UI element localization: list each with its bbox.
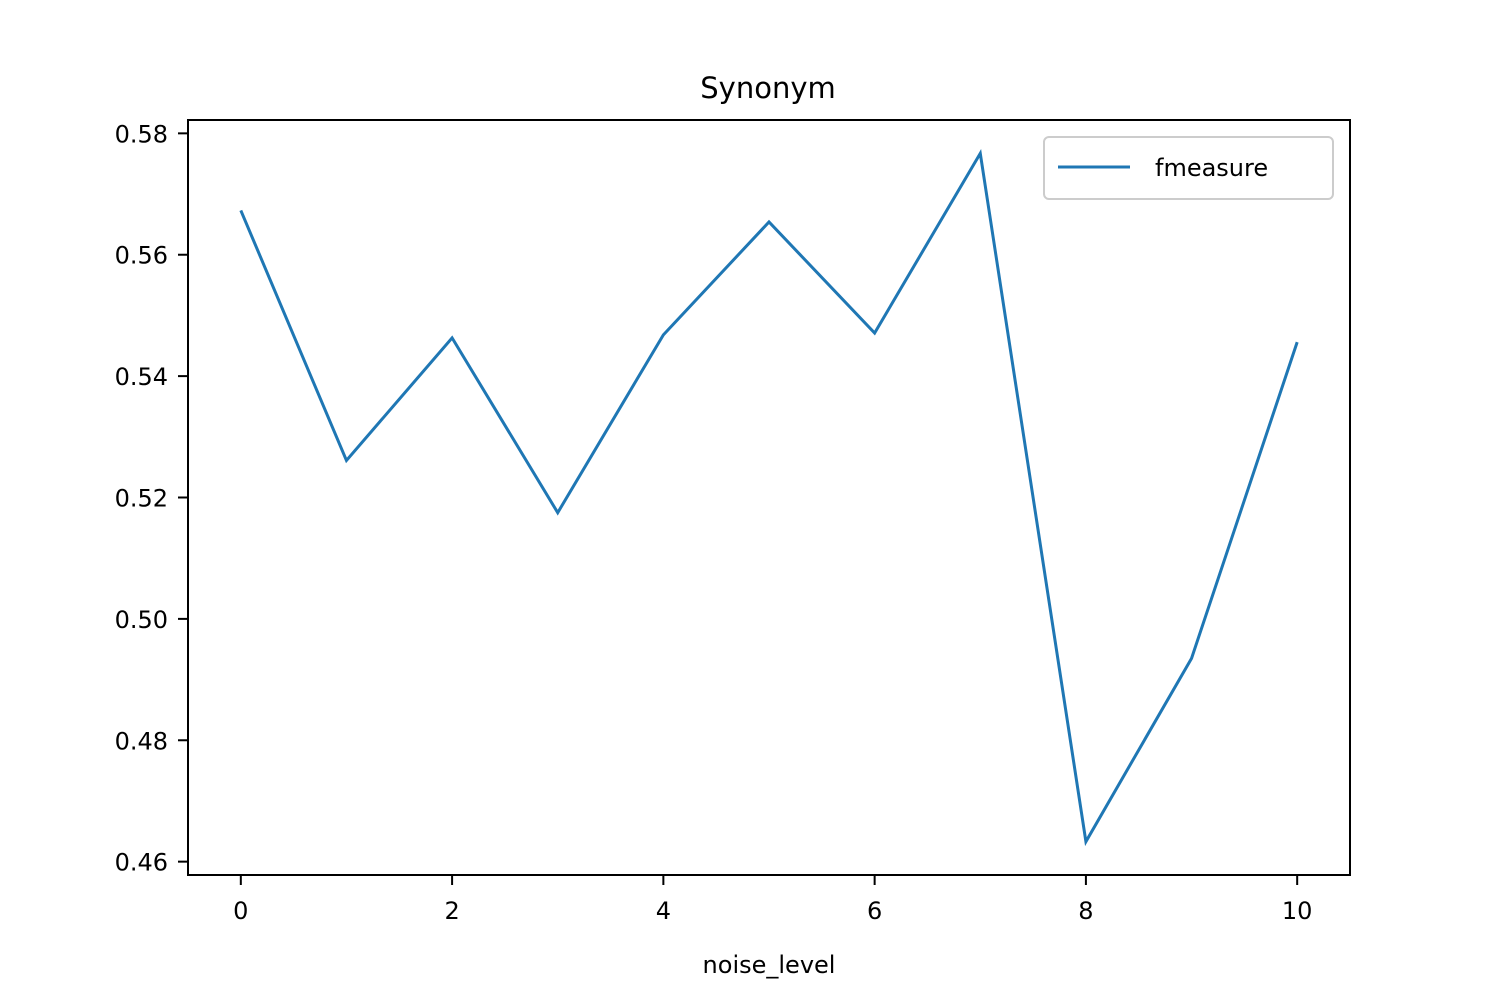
x-tick-label: 4: [656, 897, 671, 925]
series-line-fmeasure: [239, 148, 1299, 847]
y-tick-label: 0.50: [115, 606, 168, 634]
y-tick-label: 0.46: [115, 849, 168, 877]
x-axis-ticks: 0 2 4 6 8 10: [233, 875, 1312, 925]
y-tick-label: 0.54: [115, 363, 168, 391]
x-tick-label: 10: [1282, 897, 1313, 925]
x-tick-label: 8: [1078, 897, 1093, 925]
series-layer: [239, 148, 1299, 847]
y-tick-label: 0.56: [115, 242, 168, 270]
x-tick-label: 6: [867, 897, 882, 925]
legend-label-fmeasure: fmeasure: [1155, 154, 1268, 182]
legend-box: [1043, 136, 1334, 200]
x-tick-label: 2: [444, 897, 459, 925]
y-tick-label: 0.52: [115, 485, 168, 513]
y-tick-label: 0.58: [115, 120, 168, 148]
x-tick-label: 0: [233, 897, 248, 925]
chart-title: Synonym: [700, 71, 835, 105]
y-tick-label: 0.48: [115, 727, 168, 755]
y-axis-ticks: 0.46 0.48 0.50 0.52 0.54 0.56 0.58: [115, 120, 188, 877]
x-axis-label: noise_level: [703, 951, 836, 979]
legend: fmeasure: [1043, 136, 1334, 200]
